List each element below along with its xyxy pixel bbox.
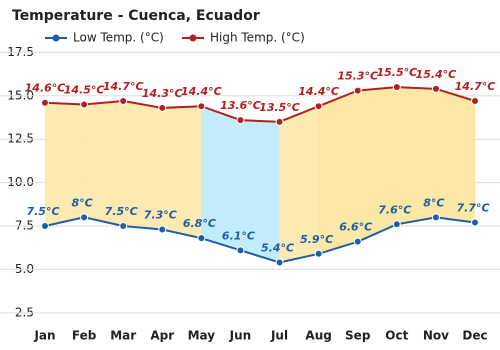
point — [158, 103, 167, 112]
legend-label: Low Temp. (°C) — [73, 31, 164, 45]
value-label: 14.4°C — [181, 85, 222, 98]
x-tick-label: Apr — [150, 329, 174, 343]
point — [158, 225, 167, 234]
value-label: 5.9°C — [300, 233, 333, 246]
value-label: 14.6°C — [25, 82, 66, 95]
value-label: 14.4°C — [298, 85, 339, 98]
x-tick-label: Jun — [229, 329, 252, 343]
point — [471, 218, 479, 227]
series-line — [44, 86, 476, 123]
point — [314, 249, 323, 258]
value-label: 6.8°C — [183, 217, 216, 230]
x-tick-label: Dec — [462, 329, 487, 343]
value-label: 6.6°C — [339, 221, 372, 234]
x-tick-label: Sep — [345, 329, 371, 343]
point — [119, 96, 128, 105]
legend-marker — [189, 34, 197, 42]
legend-marker — [52, 34, 60, 42]
value-label: 7.3°C — [144, 208, 177, 221]
value-label: 15.5°C — [376, 66, 417, 79]
point — [80, 100, 89, 109]
value-label: 14.5°C — [64, 83, 105, 96]
value-label: 15.3°C — [337, 70, 378, 83]
value-label: 8°C — [423, 196, 444, 209]
x-tick-label: Jul — [270, 329, 288, 343]
point — [236, 116, 245, 125]
value-label: 13.6°C — [220, 99, 261, 112]
value-label: 14.7°C — [103, 80, 144, 93]
point — [471, 96, 479, 105]
legend-label: High Temp. (°C) — [210, 31, 305, 45]
point — [80, 213, 89, 222]
point — [236, 246, 245, 255]
value-label: 7.5°C — [105, 205, 138, 218]
value-label: 13.5°C — [259, 101, 300, 114]
point — [353, 86, 362, 95]
point — [41, 222, 49, 231]
value-label: 14.3°C — [142, 87, 183, 100]
point — [119, 222, 128, 231]
temp-band — [357, 86, 398, 243]
x-tick-label: Jan — [33, 329, 55, 343]
point — [353, 237, 362, 246]
value-label: 7.6°C — [378, 203, 411, 216]
point — [314, 102, 323, 111]
point — [275, 117, 284, 126]
point — [392, 220, 401, 229]
point — [197, 234, 206, 243]
point — [41, 98, 49, 107]
series-line — [44, 216, 476, 264]
x-tick-label: Nov — [423, 329, 449, 343]
value-label: 7.5°C — [26, 205, 59, 218]
value-label: 5.4°C — [261, 241, 294, 254]
point — [392, 83, 401, 92]
value-label: 8°C — [71, 196, 92, 209]
point — [275, 258, 284, 267]
x-tick-label: Mar — [110, 329, 136, 343]
x-tick-label: Aug — [305, 329, 331, 343]
point — [431, 213, 440, 222]
point — [431, 84, 440, 93]
value-label: 6.1°C — [222, 229, 255, 242]
value-label: 7.7°C — [456, 202, 489, 215]
value-label: 14.7°C — [455, 80, 496, 93]
chart-title: Temperature - Cuenca, Ecuador — [12, 8, 260, 24]
x-tick-label: Feb — [72, 329, 97, 343]
point — [197, 102, 206, 111]
x-tick-label: Oct — [385, 329, 408, 343]
x-tick-label: May — [188, 329, 216, 343]
value-label: 15.4°C — [416, 68, 457, 81]
